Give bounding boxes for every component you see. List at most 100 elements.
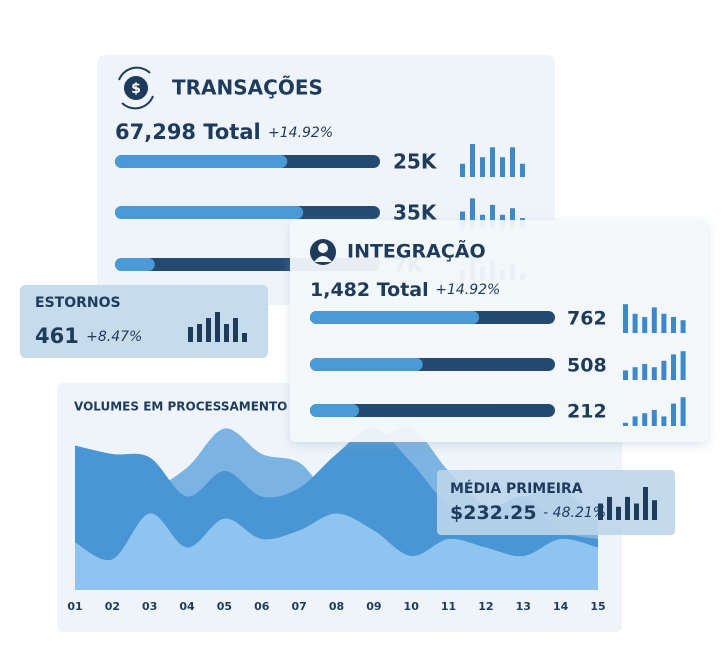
mini-bar [490,204,495,228]
mini-bar [520,163,525,177]
mini-bar [671,403,676,426]
mini-bar [680,351,686,380]
mini-bar [470,198,475,228]
card-title: TRANSAÇÕES [172,76,323,100]
media-card: MÉDIA PRIMEIRA $232.25 - 48.21% [437,470,675,535]
x-tick-label: 03 [142,600,157,613]
x-tick-label: 05 [217,600,232,613]
mini-bar [661,360,667,380]
x-tick-label: 13 [516,600,531,613]
mini-bar [643,487,648,520]
progress-fill [115,206,304,219]
integracao-card: INTEGRAÇÃO 1,482 Total +14.92% 762 508 212 [290,220,708,442]
x-tick-label: 14 [553,600,569,613]
mini-bar [470,144,475,177]
change: +8.47% [86,329,142,345]
mini-bar [623,370,628,380]
card-title: INTEGRAÇÃO [347,239,486,263]
mini-bar [661,313,667,333]
card-bg [437,470,675,535]
mini-bar [651,367,657,380]
row-label: 762 [567,308,607,330]
mini-bar [206,318,211,342]
mini-bar [460,163,465,177]
x-tick-label: 02 [105,600,120,613]
area [75,513,598,590]
row-label: 212 [567,401,607,423]
change: +14.92% [435,282,500,298]
user-icon [310,239,336,265]
card-title: ESTORNOS [35,295,121,311]
mini-bar [490,147,495,177]
estornos-card: ESTORNOS 461 +8.47% [20,285,268,358]
total-text: 67,298 Total [115,120,261,144]
mini-bar [680,397,686,426]
mini-bar [625,496,630,520]
svg-text:$: $ [131,81,141,97]
mini-bar [671,354,676,380]
change: - 48.21% [543,505,606,521]
progress-fill [115,258,155,271]
mini-bar [651,410,657,426]
value: $232.25 - 48.21% [450,502,606,524]
progress-fill [115,155,288,168]
total: 67,298 Total +14.92% [115,120,333,144]
row-label: 508 [567,355,607,377]
mini-bar [642,364,648,380]
x-tick-label: 08 [329,600,344,613]
mini-bar [215,312,220,342]
value-text: 461 [35,324,79,348]
money-icon: $ [118,66,154,110]
mini-bar [680,320,686,333]
x-tick-label: 12 [478,600,493,613]
mini-bar [197,324,202,342]
card-bg [290,220,708,442]
mini-bar [616,506,621,520]
mini-bar [632,313,638,333]
progress-fill [310,404,359,417]
mini-bar [510,147,515,177]
mini-bar [671,317,676,333]
x-tick-label: 07 [291,600,306,613]
x-tick-label: 11 [441,600,456,613]
x-tick-label: 15 [590,600,605,613]
x-tick-label: 09 [366,600,381,613]
mini-bar [632,367,638,380]
value: 461 +8.47% [35,324,142,348]
x-tick-label: 04 [179,600,195,613]
x-tick-label: 06 [254,600,270,613]
total: 1,482 Total +14.92% [310,279,500,301]
mini-bar [188,327,193,342]
mini-bar [510,208,515,228]
progress-fill [310,311,480,324]
change: +14.92% [268,125,333,141]
mini-bar [651,307,657,333]
mini-bar [642,413,648,426]
mini-bar [634,503,639,520]
mini-bar [652,500,657,520]
mini-bar [460,211,465,228]
mini-bar [242,333,247,342]
mini-bar [598,503,603,520]
mini-bar [224,324,229,342]
mini-bar [661,416,667,426]
mini-bar [623,304,628,333]
row-label: 25K [393,150,438,174]
value-text: $232.25 [450,502,537,524]
progress-fill [310,358,423,371]
mini-bar [623,422,628,426]
volumes-card: VOLUMES EM PROCESSAMENTO Últimos 15 dias… [57,383,622,632]
card-title: MÉDIA PRIMEIRA [450,480,583,497]
mini-bar [632,416,638,426]
x-tick-label: 01 [67,600,82,613]
mini-bar [480,157,485,177]
mini-bar [233,318,238,342]
progress-track [310,404,555,417]
mini-bar [607,496,612,520]
mini-bar [642,317,648,333]
x-tick-label: 10 [404,600,420,613]
mini-bar [500,157,505,177]
chart-title: VOLUMES EM PROCESSAMENTO [74,400,287,414]
total-text: 1,482 Total [310,279,429,301]
